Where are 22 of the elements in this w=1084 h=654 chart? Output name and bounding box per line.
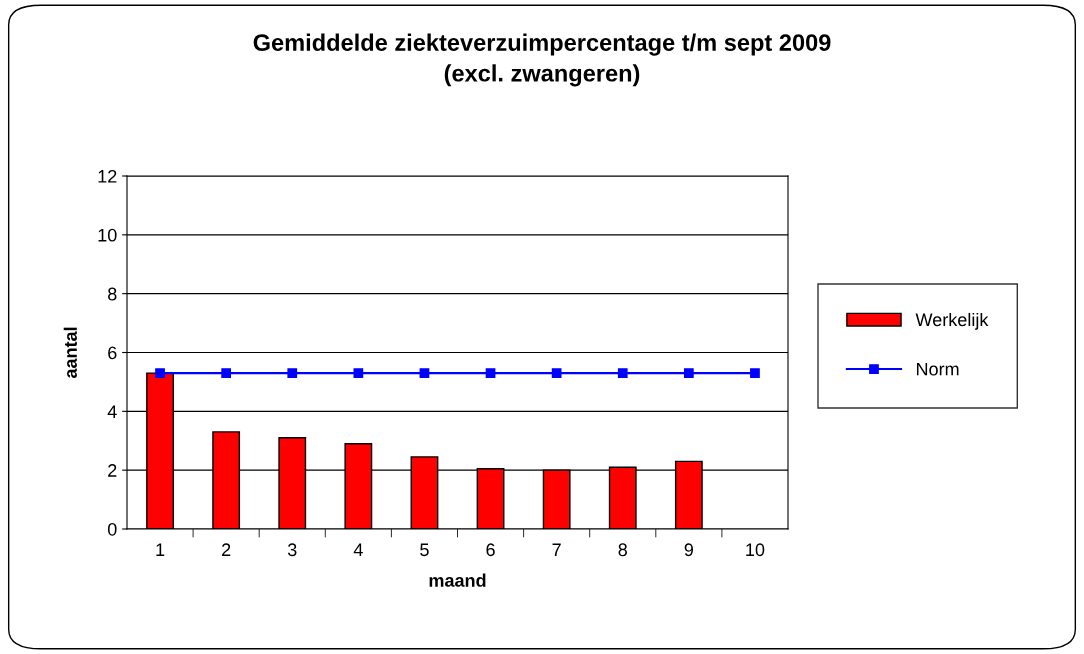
legend-label: Norm: [916, 362, 959, 376]
y-tick-label: 8: [108, 287, 117, 301]
x-tick-label: 3: [287, 543, 297, 557]
x-tick-label: 2: [222, 543, 231, 556]
x-axis-title: maand: [429, 573, 486, 587]
x-tick-label: 6: [486, 543, 495, 557]
y-tick-label: 12: [98, 169, 117, 183]
x-tick-label: 1: [156, 543, 165, 556]
y-tick-label: 4: [107, 405, 117, 418]
x-tick-label: 5: [420, 543, 429, 557]
chart-title: Gemiddelde ziekteverzuimpercentage t/m sept 2009 (excl. zwangeren): [253, 33, 831, 87]
legend-label: Werkelijk: [915, 312, 989, 330]
y-tick-label: 0: [107, 522, 117, 536]
x-tick-label: 8: [618, 543, 627, 557]
x-tick-label: 7: [552, 543, 561, 556]
y-axis-title: aantal: [63, 327, 77, 379]
y-tick-label: 10: [98, 228, 117, 242]
x-tick-label: 4: [353, 543, 363, 556]
x-tick-label: 10: [746, 543, 765, 557]
y-tick-label: 2: [108, 464, 117, 477]
x-tick-label: 9: [684, 543, 694, 557]
y-tick-label: 6: [108, 346, 117, 360]
